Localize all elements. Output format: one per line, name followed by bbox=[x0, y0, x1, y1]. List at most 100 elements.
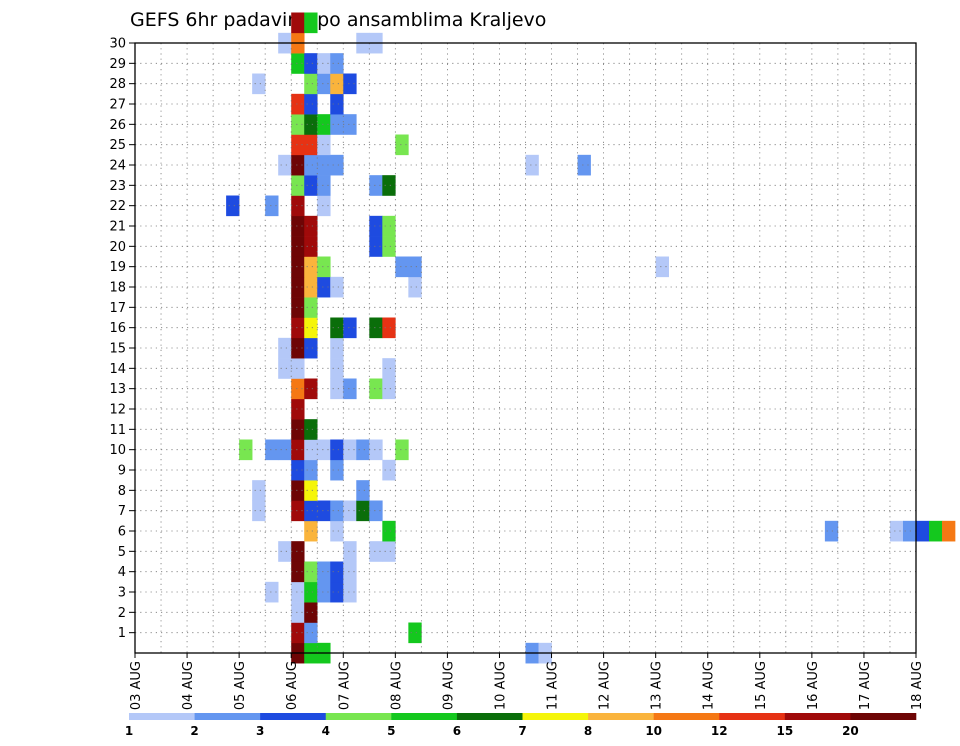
heatmap-cell bbox=[395, 256, 409, 278]
heatmap-cell bbox=[369, 500, 383, 522]
heatmap-cell bbox=[304, 561, 318, 583]
heatmap-cell bbox=[304, 520, 318, 542]
heatmap-cell bbox=[330, 500, 344, 522]
x-tick-label: 08 AUG bbox=[389, 661, 404, 710]
x-tick-label: 03 AUG bbox=[129, 661, 144, 710]
colorbar-label: 1 bbox=[125, 724, 133, 738]
heatmap-cell bbox=[291, 500, 305, 522]
colorbar-label: 8 bbox=[584, 724, 592, 738]
colorbar-label: 7 bbox=[518, 724, 526, 738]
y-tick-label: 2 bbox=[118, 606, 126, 621]
heatmap-cell bbox=[278, 439, 292, 461]
heatmap-cell bbox=[382, 317, 396, 339]
heatmap-cell bbox=[291, 459, 305, 481]
heatmap-cell bbox=[304, 602, 318, 623]
heatmap-cell bbox=[408, 256, 422, 278]
y-tick-label: 15 bbox=[109, 342, 126, 357]
heatmap-cell bbox=[278, 337, 292, 359]
colorbar-label: 4 bbox=[322, 724, 330, 738]
heatmap-cell bbox=[265, 439, 279, 461]
colorbar-label: 12 bbox=[711, 724, 728, 738]
heatmap-cell bbox=[330, 317, 344, 339]
heatmap-cell bbox=[278, 358, 292, 379]
y-tick-label: 11 bbox=[109, 423, 126, 438]
heatmap-cell bbox=[304, 439, 318, 461]
heatmap-cell bbox=[291, 358, 305, 379]
heatmap-cell bbox=[317, 256, 331, 278]
heatmap-cell bbox=[304, 500, 318, 522]
heatmap-cell bbox=[330, 53, 344, 74]
heatmap-cell bbox=[252, 73, 266, 95]
heatmap-cell bbox=[278, 154, 292, 176]
x-axis: 03 AUG 04 AUG 05 AUG 06 AUG 07 AUG 08 AUG 09 A… bbox=[129, 653, 925, 710]
y-tick-label: 5 bbox=[118, 545, 126, 560]
x-tick-label: 16 AUG bbox=[806, 661, 821, 710]
heatmap-cell bbox=[265, 581, 279, 603]
colorbar-segment bbox=[784, 713, 851, 720]
x-tick-label: 05 AUG bbox=[233, 661, 248, 710]
heatmap-cell bbox=[304, 337, 318, 359]
heatmap-cell bbox=[330, 276, 344, 298]
heatmap-cell bbox=[291, 236, 305, 257]
y-tick-label: 24 bbox=[109, 159, 126, 174]
colorbar-label: 3 bbox=[256, 724, 264, 738]
heatmap-cell bbox=[317, 276, 331, 298]
heatmap-cell bbox=[317, 195, 331, 217]
x-tick-label: 10 AUG bbox=[493, 661, 508, 710]
y-tick-label: 8 bbox=[118, 484, 126, 499]
heatmap-cell bbox=[356, 500, 370, 522]
heatmap-cell bbox=[408, 276, 422, 298]
heatmap-cell bbox=[317, 581, 331, 603]
heatmap-cell bbox=[304, 581, 318, 603]
x-tick-label: 12 AUG bbox=[598, 661, 613, 710]
colorbar-segment bbox=[719, 713, 786, 720]
y-tick-label: 10 bbox=[109, 443, 126, 458]
heatmap-cell bbox=[304, 480, 318, 501]
heatmap-cell bbox=[291, 276, 305, 298]
heatmap-cell bbox=[330, 114, 344, 135]
y-tick-label: 21 bbox=[109, 220, 126, 235]
chart-title: GEFS 6hr padavine po ansamblima Kraljevo bbox=[130, 9, 546, 31]
heatmap-cell bbox=[291, 561, 305, 583]
heatmap-cell bbox=[395, 439, 409, 461]
heatmap-cell bbox=[304, 154, 318, 176]
heatmap-cell bbox=[369, 541, 383, 562]
heatmap-cell bbox=[304, 256, 318, 278]
heatmap-cell bbox=[291, 154, 305, 176]
heatmap-cell bbox=[291, 541, 305, 562]
colorbar-segment bbox=[260, 713, 327, 720]
heatmap-cell bbox=[304, 276, 318, 298]
heatmap-cell bbox=[304, 622, 318, 644]
heatmap-cell bbox=[291, 256, 305, 278]
heatmap-cell bbox=[291, 581, 305, 603]
heatmap-cell bbox=[369, 175, 383, 196]
y-tick-label: 23 bbox=[109, 179, 126, 194]
heatmap-cell bbox=[382, 520, 396, 542]
y-tick-label: 27 bbox=[109, 98, 126, 113]
heatmap-cell bbox=[291, 93, 305, 115]
y-tick-label: 9 bbox=[118, 464, 126, 479]
heatmap-cell bbox=[291, 134, 305, 156]
heatmap-cell bbox=[304, 175, 318, 196]
heatmap-cell bbox=[343, 561, 357, 583]
heatmap-cell bbox=[291, 602, 305, 623]
heatmap-cell bbox=[369, 317, 383, 339]
y-tick-label: 18 bbox=[109, 281, 126, 296]
heatmap-cell bbox=[304, 236, 318, 257]
heatmap-cell bbox=[226, 195, 240, 217]
colorbar-label: 20 bbox=[842, 724, 859, 738]
heatmap-cell bbox=[330, 581, 344, 603]
heatmap-cell bbox=[291, 297, 305, 318]
colorbar-segment bbox=[325, 713, 392, 720]
heatmap-cell bbox=[395, 134, 409, 156]
heatmap-cell bbox=[252, 500, 266, 522]
heatmap-cell bbox=[265, 195, 279, 217]
heatmap-cell bbox=[317, 500, 331, 522]
heatmap-cell bbox=[916, 520, 930, 542]
heatmap-cell bbox=[577, 154, 591, 176]
y-tick-label: 13 bbox=[109, 382, 126, 397]
x-tick-label: 15 AUG bbox=[754, 661, 769, 710]
heatmap-cell bbox=[317, 134, 331, 156]
heatmap-cell bbox=[317, 439, 331, 461]
y-tick-label: 26 bbox=[109, 118, 126, 133]
